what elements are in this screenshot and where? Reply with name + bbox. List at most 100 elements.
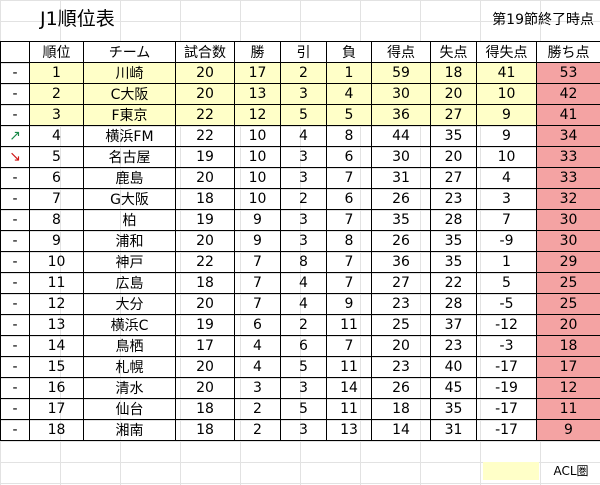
win-cell: 7 (234, 251, 281, 273)
loss-cell: 8 (326, 125, 372, 147)
trend-cell: - (0, 188, 30, 210)
played-cell: 18 (175, 272, 235, 294)
table-row: ↗ 4 横浜FM 22 10 4 8 44 35 9 34 (0, 125, 600, 147)
loss-cell: 4 (326, 83, 372, 105)
team-cell: 広島 (83, 272, 176, 294)
points-cell: 53 (536, 62, 600, 84)
loss-cell: 7 (326, 272, 372, 294)
rank-cell: 17 (29, 398, 84, 420)
team-cell: 札幌 (83, 356, 176, 378)
goals-for-cell: 30 (371, 146, 431, 168)
draw-cell: 2 (280, 188, 327, 210)
rank-cell: 2 (29, 83, 84, 105)
goals-against-cell: 31 (430, 419, 477, 441)
table-row: -7 G大阪 18 10 2 6 26 23 3 32 (0, 188, 600, 210)
loss-cell: 5 (326, 104, 372, 126)
loss-cell: 11 (326, 356, 372, 378)
goals-against-cell: 20 (430, 83, 477, 105)
goals-for-cell: 23 (371, 356, 431, 378)
draw-cell: 4 (280, 293, 327, 315)
team-cell: 浦和 (83, 230, 176, 252)
loss-cell: 11 (326, 398, 372, 420)
header-played: 試合数 (175, 41, 235, 63)
win-cell: 17 (234, 62, 281, 84)
points-cell: 25 (536, 293, 600, 315)
points-cell: 33 (536, 146, 600, 168)
table-row: -15 札幌 20 4 5 11 23 40 -17 17 (0, 356, 600, 378)
trend-cell: - (0, 251, 30, 273)
points-cell: 30 (536, 209, 600, 231)
goals-for-cell: 35 (371, 209, 431, 231)
team-cell: 鹿島 (83, 167, 176, 189)
header-team: チーム (83, 41, 176, 63)
team-cell: 横浜FM (83, 125, 176, 147)
win-cell: 10 (234, 146, 281, 168)
table-row: ↘ 5 名古屋 19 10 3 6 30 20 10 33 (0, 146, 600, 168)
win-cell: 4 (234, 356, 281, 378)
goal-difference-cell: 4 (476, 167, 537, 189)
points-cell: 17 (536, 356, 600, 378)
loss-cell: 7 (326, 209, 372, 231)
loss-cell: 6 (326, 146, 372, 168)
points-cell: 25 (536, 272, 600, 294)
win-cell: 2 (234, 398, 281, 420)
points-cell: 32 (536, 188, 600, 210)
goal-difference-cell: 9 (476, 125, 537, 147)
points-cell: 11 (536, 398, 600, 420)
points-cell: 30 (536, 230, 600, 252)
goals-against-cell: 35 (430, 125, 477, 147)
points-cell: 9 (536, 419, 600, 441)
points-cell: 41 (536, 104, 600, 126)
page-title: J1順位表 (40, 8, 115, 30)
standings-table: 順位 チーム 試合数 勝 引 負 得点 失点 得失点 勝ち点 -1 川崎 20 17 2… (0, 41, 600, 441)
goals-for-cell: 18 (371, 398, 431, 420)
team-cell: C大阪 (83, 83, 176, 105)
table-row: -12 大分 20 7 4 9 23 28 -5 25 (0, 293, 600, 315)
trend-cell: - (0, 230, 30, 252)
rank-cell: 13 (29, 314, 84, 336)
draw-cell: 5 (280, 398, 327, 420)
rank-cell: 6 (29, 167, 84, 189)
goals-for-cell: 36 (371, 104, 431, 126)
team-cell: 柏 (83, 209, 176, 231)
goals-against-cell: 35 (430, 230, 477, 252)
points-cell: 20 (536, 314, 600, 336)
goal-difference-cell: 1 (476, 251, 537, 273)
points-cell: 33 (536, 167, 600, 189)
header-loss: 負 (326, 41, 372, 63)
trend-cell: - (0, 398, 30, 420)
played-cell: 18 (175, 398, 235, 420)
team-cell: 神戸 (83, 251, 176, 273)
team-cell: 横浜C (83, 314, 176, 336)
played-cell: 22 (175, 125, 235, 147)
goal-difference-cell: 10 (476, 83, 537, 105)
matchday-note: 第19節終了時点 (492, 12, 594, 28)
header-row: 順位 チーム 試合数 勝 引 負 得点 失点 得失点 勝ち点 (0, 41, 600, 63)
goals-against-cell: 35 (430, 398, 477, 420)
played-cell: 20 (175, 230, 235, 252)
points-cell: 34 (536, 125, 600, 147)
points-cell: 29 (536, 251, 600, 273)
goals-for-cell: 44 (371, 125, 431, 147)
team-cell: 大分 (83, 293, 176, 315)
table-row: -10 神戸 22 7 8 7 36 35 1 29 (0, 251, 600, 273)
trend-cell: - (0, 209, 30, 231)
rank-cell: 8 (29, 209, 84, 231)
draw-cell: 3 (280, 230, 327, 252)
goal-difference-cell: -17 (476, 356, 537, 378)
draw-cell: 3 (280, 209, 327, 231)
played-cell: 20 (175, 83, 235, 105)
goal-difference-cell: 10 (476, 146, 537, 168)
draw-cell: 5 (280, 356, 327, 378)
header-goals-against: 失点 (430, 41, 477, 63)
goals-for-cell: 14 (371, 419, 431, 441)
rank-cell: 5 (29, 146, 84, 168)
table-row: -17 仙台 18 2 5 11 18 35 -17 11 (0, 398, 600, 420)
loss-cell: 6 (326, 188, 372, 210)
trend-cell: - (0, 314, 30, 336)
trend-cell: ↘ (0, 146, 30, 168)
goals-for-cell: 26 (371, 230, 431, 252)
table-row: -13 横浜C 19 6 2 11 25 37 -12 20 (0, 314, 600, 336)
goal-difference-cell: 41 (476, 62, 537, 84)
table-row: -1 川崎 20 17 2 1 59 18 41 53 (0, 62, 600, 84)
